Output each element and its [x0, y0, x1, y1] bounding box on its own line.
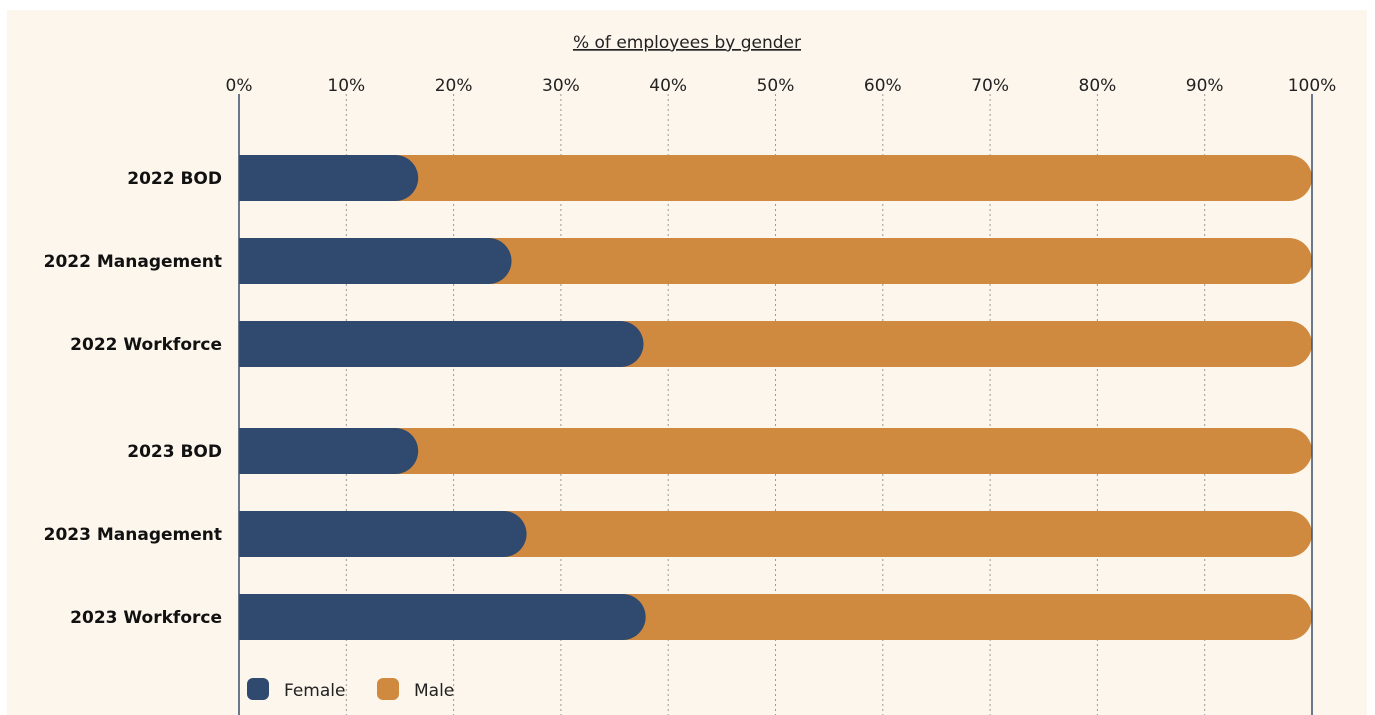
x-tick-label: 80% [1079, 76, 1117, 96]
x-tick-label: 40% [649, 76, 687, 96]
axes [238, 94, 1313, 715]
bar-female [239, 594, 646, 640]
legend-label: Female [284, 681, 345, 701]
x-tick-label: 100% [1288, 76, 1337, 96]
gender-bar-chart: % of employees by gender 0% 10% 20% 30% 40% 5… [44, 33, 1337, 715]
legend-swatch [377, 678, 399, 700]
chart-title: % of employees by gender [573, 33, 801, 53]
category-label: 2023 BOD [127, 442, 222, 462]
category-label: 2022 BOD [127, 169, 222, 189]
bar-female [239, 428, 419, 475]
legend-swatch [247, 678, 269, 700]
chart-panel: % of employees by gender 0% 10% 20% 30% 40% 5… [7, 10, 1367, 715]
category-label: 2022 Management [44, 252, 222, 272]
legend-label: Male [414, 681, 454, 701]
x-tick-label: 50% [757, 76, 795, 96]
grid-lines [345, 94, 1206, 715]
bar-female [239, 155, 419, 201]
x-tick-label: 30% [542, 76, 580, 96]
bar-male [395, 155, 1312, 201]
bar-male [395, 428, 1312, 474]
x-tick-label: 60% [864, 76, 902, 96]
bar-male [622, 594, 1312, 640]
x-tick-labels: 0% 10% 20% 30% 40% 50% 60% 70% 80% 90% 100% [226, 76, 1337, 96]
bar-female [239, 511, 527, 557]
bar-female [239, 238, 512, 284]
category-labels: 2022 BOD 2022 Management 2022 Workforce 202… [44, 169, 222, 628]
legend: Female Male [247, 678, 454, 701]
bars [239, 155, 1313, 640]
bar-male [503, 511, 1313, 557]
category-label: 2023 Workforce [70, 608, 222, 628]
bar-male [488, 238, 1312, 284]
bar-female [239, 321, 644, 367]
category-label: 2023 Management [44, 525, 222, 545]
x-tick-label: 10% [327, 76, 365, 96]
x-tick-label: 0% [226, 76, 253, 96]
x-tick-label: 90% [1186, 76, 1224, 96]
category-label: 2022 Workforce [70, 335, 222, 355]
bar-male [620, 321, 1312, 367]
x-tick-label: 20% [435, 76, 473, 96]
x-tick-label: 70% [971, 76, 1009, 96]
